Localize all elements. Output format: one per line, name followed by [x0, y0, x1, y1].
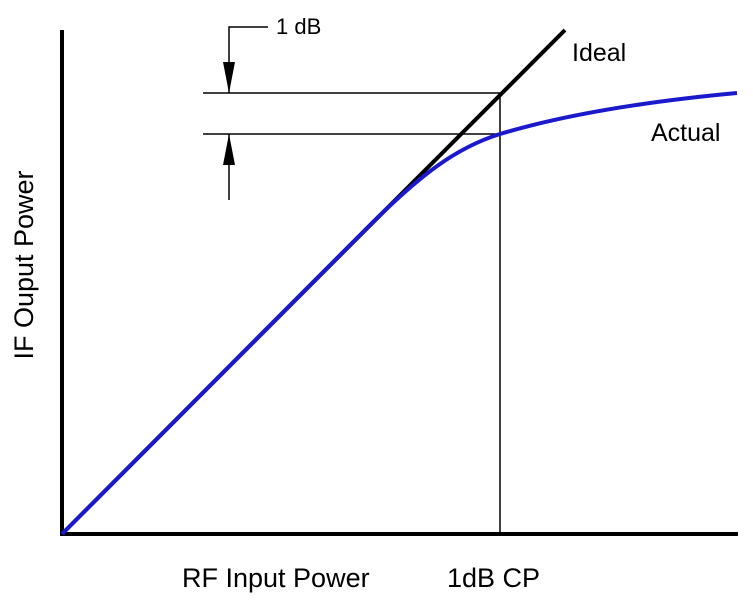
- cp-label: 1dB CP: [447, 563, 540, 593]
- ideal-label: Ideal: [572, 39, 626, 67]
- actual-curve: [60, 91, 738, 536]
- axes: [60, 30, 738, 536]
- actual-label: Actual: [651, 119, 720, 147]
- x-axis-label: RF Input Power: [182, 563, 370, 593]
- delta-leader-line: [228, 26, 268, 93]
- delta-arrow-up: [223, 134, 235, 165]
- delta-arrow-down: [223, 62, 235, 93]
- delta-label: 1 dB: [276, 14, 321, 39]
- y-axis-label: IF Ouput Power: [9, 170, 39, 359]
- delta-marker: [223, 26, 268, 200]
